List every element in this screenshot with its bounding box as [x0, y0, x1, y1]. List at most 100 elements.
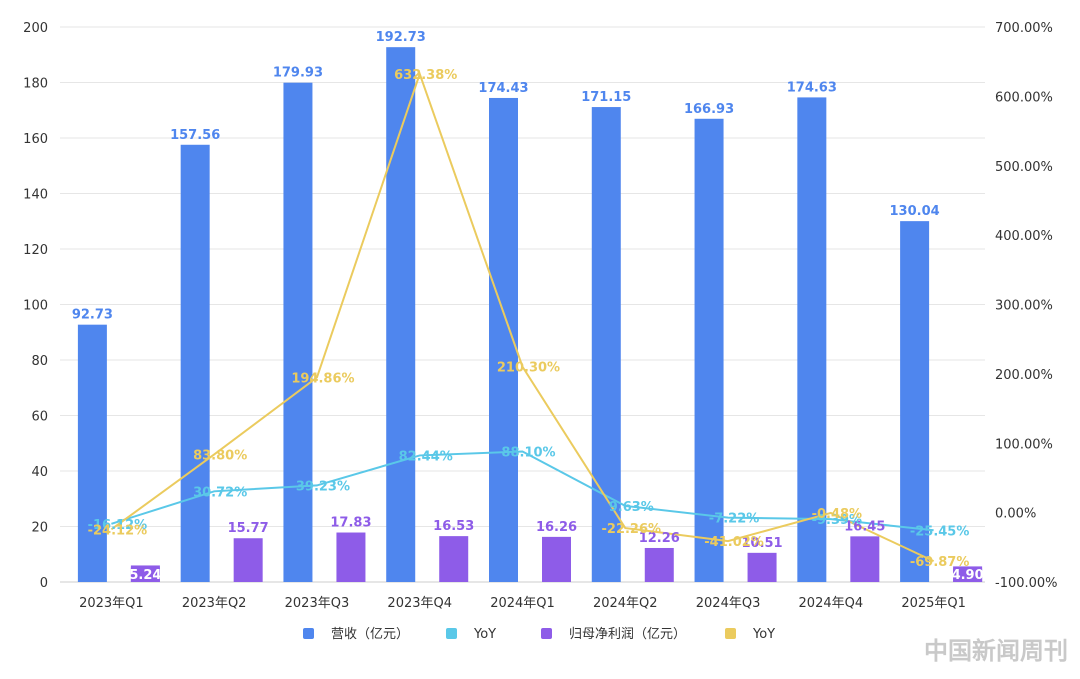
bar: [644, 547, 674, 582]
x-tick-label: 2024年Q4: [799, 596, 864, 611]
bar-label: 4.90: [952, 568, 984, 583]
x-axis-categories: 2023年Q1 2023年Q2 2023年Q3 2023年Q4 2024年Q1 2024年…: [79, 596, 966, 611]
x-tick-label: 2023年Q4: [387, 596, 452, 611]
y-tick-left: 120: [23, 243, 48, 258]
line-label: 194.86%: [291, 371, 354, 386]
line-label: -22.26%: [602, 522, 662, 537]
y-tick-right: 300.00%: [995, 299, 1053, 314]
line-label: -7.22%: [709, 512, 760, 527]
y-tick-right: 400.00%: [995, 229, 1053, 244]
y-tick-left: 180: [23, 77, 48, 92]
bar-label: 171.15: [581, 90, 631, 105]
line-label: -24.12%: [88, 523, 148, 538]
bar-label: 157.56: [170, 128, 220, 143]
line-label: 88.10%: [501, 446, 555, 461]
grid: [60, 26, 985, 583]
y-axis-right: -100.00% 0.00% 100.00% 200.00% 300.00% 400.00…: [995, 21, 1058, 591]
x-tick-label: 2023年Q1: [79, 596, 144, 611]
bar: [180, 144, 210, 582]
bar-label: 17.83: [330, 516, 371, 531]
bar-label: 15.77: [228, 521, 269, 536]
bar-label: 5.24: [129, 568, 161, 583]
bar: [747, 552, 777, 582]
bar-label: 16.53: [433, 519, 474, 534]
bar-label: 10.51: [741, 536, 782, 551]
line-label: 30.72%: [193, 485, 247, 500]
bar: [850, 536, 880, 582]
line-label: 210.30%: [497, 361, 560, 376]
bar: [77, 324, 107, 582]
y-tick-left: 20: [31, 521, 48, 536]
x-tick-label: 2023年Q3: [285, 596, 350, 611]
x-tick-label: 2023年Q2: [182, 596, 247, 611]
bar-label: 192.73: [376, 30, 426, 45]
x-tick-label: 2024年Q2: [593, 596, 658, 611]
legend-swatch: [725, 628, 736, 639]
line-label: -0.48%: [812, 507, 863, 522]
bar: [283, 82, 313, 583]
x-tick-label: 2025年Q1: [901, 596, 966, 611]
legend-label[interactable]: YoY: [473, 627, 496, 642]
legend-swatch: [446, 628, 457, 639]
bar-label: 179.93: [273, 66, 323, 81]
bar-label: 12.26: [639, 531, 680, 546]
legend-swatch: [303, 628, 314, 639]
bar: [694, 118, 724, 582]
line-label: 39.23%: [296, 479, 350, 494]
series-line: [111, 450, 934, 532]
line-label: 82.44%: [399, 449, 453, 464]
y-tick-right: 0.00%: [995, 507, 1036, 522]
line-label: 83.80%: [193, 448, 247, 463]
x-tick-label: 2024年Q3: [696, 596, 761, 611]
line-label: -9.39%: [812, 513, 863, 528]
y-tick-left: 80: [31, 354, 48, 369]
y-tick-left: 0: [40, 576, 48, 591]
legend-label[interactable]: YoY: [752, 627, 775, 642]
line-label: -16.12%: [88, 518, 148, 533]
bar-label: 174.63: [787, 80, 837, 95]
y-tick-left: 160: [23, 132, 48, 147]
y-tick-right: 100.00%: [995, 437, 1053, 452]
lines: [110, 70, 935, 563]
bar: [591, 107, 621, 582]
bar: [542, 536, 571, 582]
bar: [233, 538, 263, 582]
line-label: -69.87%: [910, 555, 970, 570]
bar: [797, 97, 827, 583]
y-tick-left: 100: [23, 299, 48, 314]
watermark: 中国新闻周刊: [924, 637, 1068, 665]
y-tick-right: 600.00%: [995, 90, 1053, 105]
bar-label: 174.43: [478, 81, 528, 96]
x-tick-label: 2024年Q1: [490, 596, 555, 611]
y-axis-left: 0 20 40 60 80 100 120 140 160 180 200: [23, 21, 48, 591]
line-label: 632.38%: [394, 68, 457, 83]
legend[interactable]: 营收（亿元） YoY 归母净利润（亿元） YoY: [303, 627, 775, 642]
bar-label-bg: [953, 566, 983, 582]
line-label: 9.63%: [609, 500, 654, 515]
bar: [336, 532, 366, 582]
series-line: [110, 70, 935, 563]
bar-label: 130.04: [890, 204, 940, 219]
y-tick-left: 200: [23, 21, 48, 36]
line-label: -25.45%: [910, 524, 970, 539]
y-tick-right: -100.00%: [995, 576, 1058, 591]
legend-swatch: [541, 628, 552, 639]
y-tick-left: 140: [23, 188, 48, 203]
y-tick-left: 60: [31, 410, 48, 425]
bar-label: 16.26: [536, 520, 577, 535]
y-tick-right: 200.00%: [995, 368, 1053, 383]
bar-label: 92.73: [72, 308, 113, 323]
data-labels: 92.73 157.56 179.93 192.73 174.43 171.15 166.9…: [72, 30, 984, 583]
y-tick-left: 40: [31, 465, 48, 480]
y-tick-right: 500.00%: [995, 160, 1053, 175]
bar-label: 166.93: [684, 102, 734, 117]
bar-label: 16.45: [844, 519, 885, 534]
legend-label[interactable]: 营收（亿元）: [331, 627, 409, 642]
bar: [439, 536, 469, 582]
legend-label[interactable]: 归母净利润（亿元）: [569, 627, 686, 642]
bar: [900, 221, 930, 582]
line-label: -41.02%: [704, 535, 764, 550]
bar: [386, 47, 416, 582]
bars: [77, 47, 983, 583]
